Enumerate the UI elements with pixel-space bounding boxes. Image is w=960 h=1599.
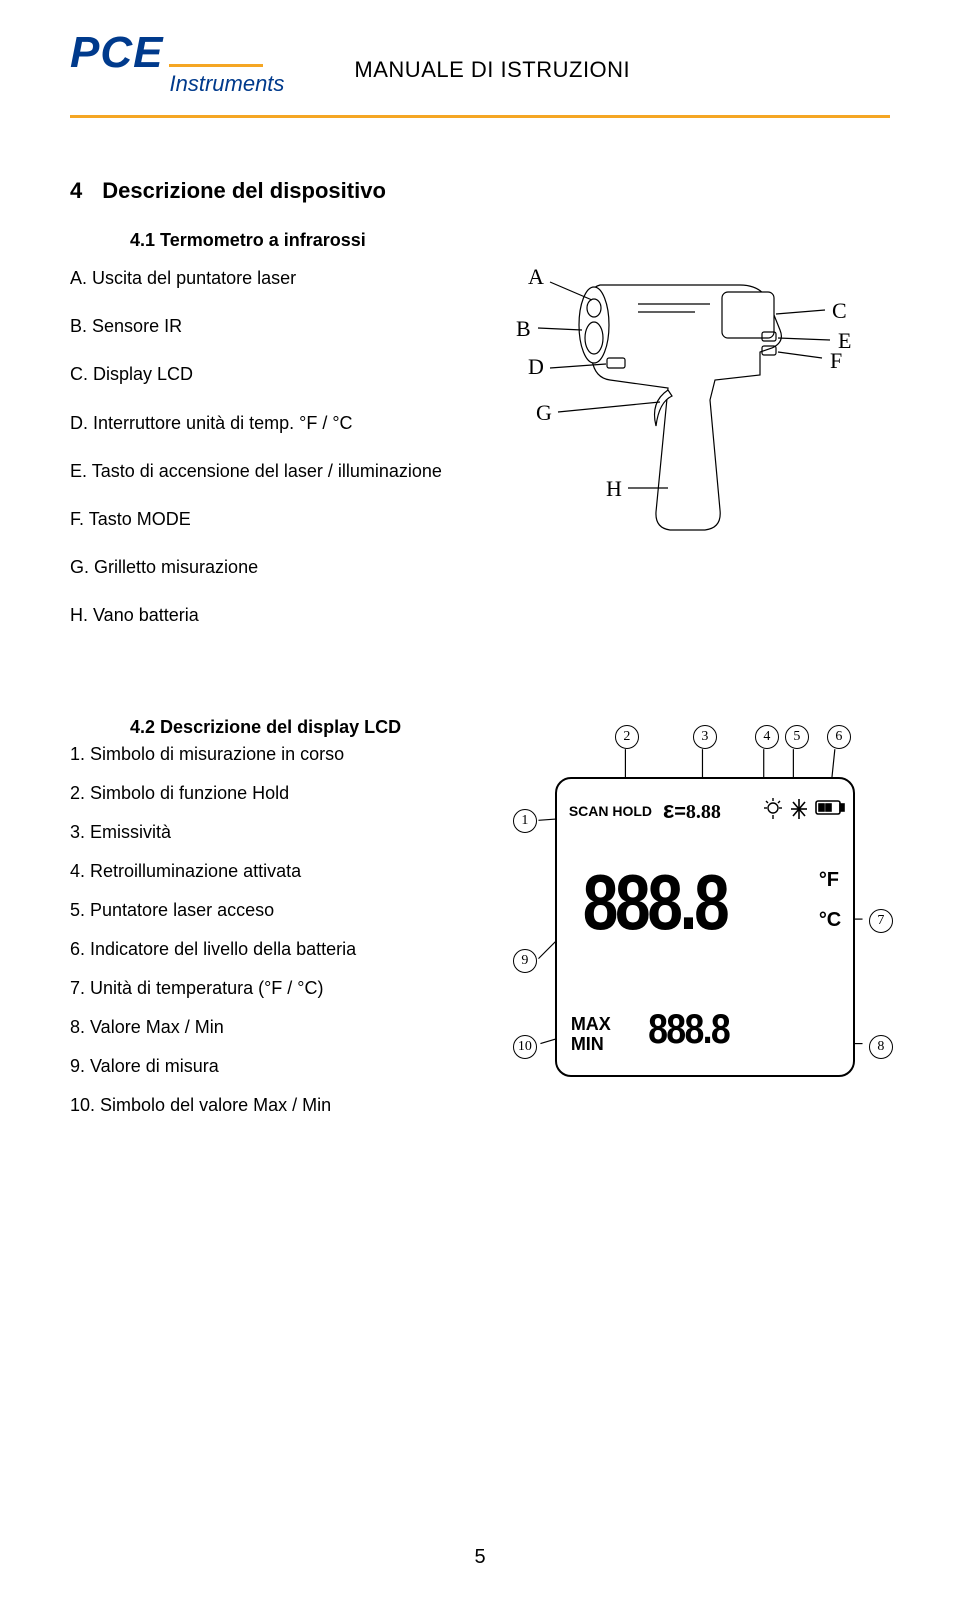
lcd-scanhold: SCAN HOLD [569,803,652,819]
list-item: 6. Indicatore del livello della batteria [70,939,495,960]
lcd-screen-outline: SCAN HOLD ε=8.88 888.8 °F °C MAX MIN 888… [555,777,855,1077]
lcd-deg-f: °F [819,869,839,892]
logo-rule [169,64,263,67]
list-item: 2. Simbolo di funzione Hold [70,783,495,804]
list-item: G. Grilletto misurazione [70,550,500,584]
subsection-title: Termometro a infrarossi [160,230,366,250]
section-heading: 4 Descrizione del dispositivo [70,178,890,204]
list-item: F. Tasto MODE [70,502,500,536]
list-item: 5. Puntatore laser acceso [70,900,495,921]
list-item: 8. Valore Max / Min [70,1017,495,1038]
list-item: D. Interruttore unità di temp. °F / °C [70,406,500,440]
diagram-label-h: H [606,476,622,502]
lcd-main-value: 888.8 [583,857,727,948]
list-item: B. Sensore IR [70,309,500,343]
lcd-secondary-value: 888.8 [648,1005,729,1053]
list-item: A. Uscita del puntatore laser [70,261,500,295]
page-number: 5 [0,1546,960,1569]
lcd-diagram: 2 3 4 5 6 1 7 8 9 10 [495,717,890,1137]
laser-icon [789,797,809,821]
diagram-label-f: F [830,348,842,374]
diagram-label-a: A [528,264,544,290]
section-title: Descrizione del dispositivo [102,178,386,204]
device-diagram: A B C D E F G H [510,230,880,560]
diagram-label-d: D [528,354,544,380]
lcd-deg-c: °C [819,909,841,932]
device-parts-list: A. Uscita del puntatore laser B. Sensore… [70,261,500,633]
brand-logo: PCE Instruments [70,28,284,97]
manual-title: MANUALE DI ISTRUZIONI [354,57,630,83]
list-item: 3. Emissività [70,822,495,843]
subsection2-title: Descrizione del display LCD [160,717,401,737]
bulb-icon [763,797,783,821]
diagram-label-c: C [832,298,847,324]
subsection-number: 4.1 [130,230,155,250]
list-item: 4. Retroilluminazione attivata [70,861,495,882]
page-header: PCE Instruments MANUALE DI ISTRUZIONI [0,0,960,97]
lcd-parts-list: 1. Simbolo di misurazione in corso 2. Si… [70,744,495,1116]
list-item: C. Display LCD [70,357,500,391]
list-item: E. Tasto di accensione del laser / illum… [70,454,500,488]
logo-pce-text: PCE [70,28,163,78]
lcd-min-label: MIN [571,1035,604,1053]
list-item: 10. Simbolo del valore Max / Min [70,1095,495,1116]
diagram-label-g: G [536,400,552,426]
subsection2-heading: 4.2 Descrizione del display LCD [130,717,495,738]
list-item: 9. Valore di misura [70,1056,495,1077]
subsection2-number: 4.2 [130,717,155,737]
subsection-heading: 4.1 Termometro a infrarossi [130,230,500,251]
list-item: 1. Simbolo di misurazione in corso [70,744,495,765]
lcd-emissivity: ε=8.88 [663,797,721,825]
page-content: 4 Descrizione del dispositivo 4.1 Termom… [0,118,960,1137]
list-item: H. Vano batteria [70,598,500,632]
section-number: 4 [70,178,82,204]
logo-instruments-text: Instruments [169,71,284,97]
list-item: 7. Unità di temperatura (°F / °C) [70,978,495,999]
diagram-label-b: B [516,316,531,342]
battery-icon [815,799,845,817]
lcd-max-label: MAX [571,1015,611,1033]
